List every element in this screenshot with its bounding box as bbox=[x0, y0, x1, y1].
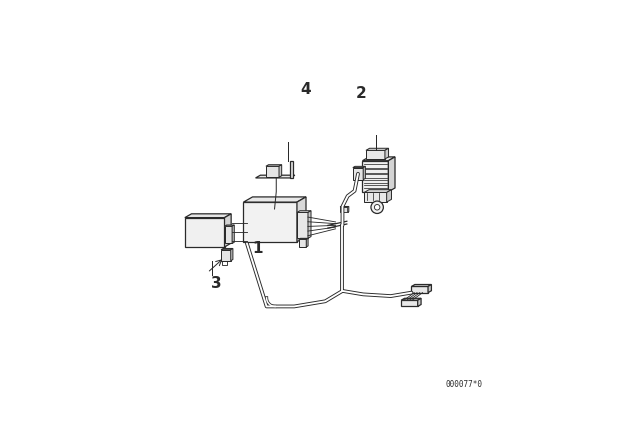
Polygon shape bbox=[243, 197, 306, 202]
Polygon shape bbox=[363, 166, 365, 180]
Polygon shape bbox=[428, 284, 431, 293]
Polygon shape bbox=[297, 212, 308, 238]
Polygon shape bbox=[353, 168, 363, 180]
Text: 000077*0: 000077*0 bbox=[445, 380, 483, 389]
Polygon shape bbox=[225, 225, 234, 226]
Polygon shape bbox=[255, 175, 295, 178]
Polygon shape bbox=[308, 211, 311, 238]
Text: 1: 1 bbox=[252, 241, 262, 256]
Text: 3: 3 bbox=[211, 276, 221, 291]
Polygon shape bbox=[388, 157, 395, 192]
Polygon shape bbox=[366, 151, 385, 159]
Polygon shape bbox=[225, 226, 232, 244]
Polygon shape bbox=[401, 298, 421, 300]
Polygon shape bbox=[231, 249, 233, 261]
Polygon shape bbox=[418, 298, 421, 306]
Polygon shape bbox=[290, 161, 293, 178]
Polygon shape bbox=[412, 286, 428, 293]
Polygon shape bbox=[401, 300, 418, 306]
Polygon shape bbox=[279, 165, 282, 177]
Polygon shape bbox=[221, 250, 231, 261]
Text: 4: 4 bbox=[300, 82, 311, 98]
Circle shape bbox=[374, 204, 380, 210]
Polygon shape bbox=[243, 202, 297, 242]
Polygon shape bbox=[299, 238, 308, 239]
Polygon shape bbox=[366, 148, 388, 151]
Polygon shape bbox=[307, 238, 308, 247]
Polygon shape bbox=[362, 161, 388, 192]
Polygon shape bbox=[364, 193, 387, 202]
Polygon shape bbox=[266, 165, 282, 166]
Text: 2: 2 bbox=[355, 86, 366, 101]
Polygon shape bbox=[299, 239, 307, 247]
Polygon shape bbox=[385, 148, 388, 159]
Polygon shape bbox=[223, 261, 227, 265]
Polygon shape bbox=[221, 249, 233, 250]
Polygon shape bbox=[364, 190, 392, 193]
Polygon shape bbox=[353, 166, 365, 168]
Polygon shape bbox=[362, 157, 395, 161]
Polygon shape bbox=[185, 218, 225, 247]
Polygon shape bbox=[232, 225, 234, 244]
Polygon shape bbox=[297, 211, 311, 212]
Polygon shape bbox=[185, 214, 231, 218]
Polygon shape bbox=[387, 190, 392, 202]
Polygon shape bbox=[348, 207, 349, 212]
Circle shape bbox=[371, 201, 383, 214]
Polygon shape bbox=[297, 197, 306, 242]
Polygon shape bbox=[340, 207, 348, 212]
Polygon shape bbox=[266, 166, 279, 177]
Polygon shape bbox=[225, 214, 231, 247]
Polygon shape bbox=[412, 284, 431, 286]
